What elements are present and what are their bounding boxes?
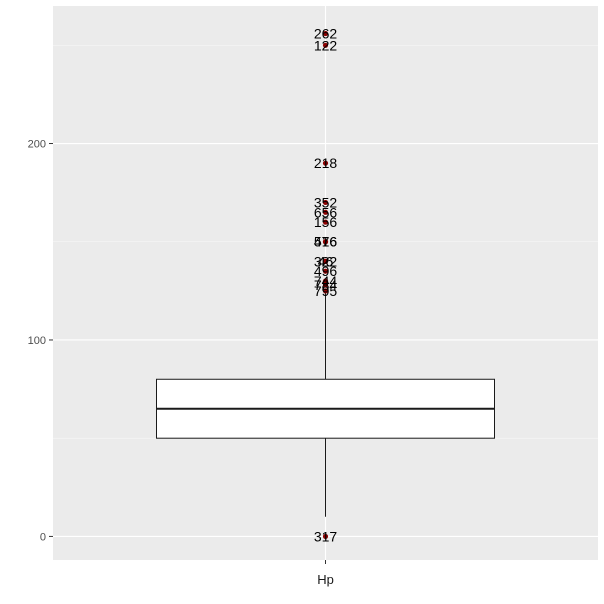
outlier-label: 476 — [314, 234, 338, 250]
outlier-label: 262 — [314, 26, 338, 42]
outlier-point — [322, 533, 329, 540]
outlier-label: 122 — [314, 37, 338, 53]
outlier-label: 218 — [314, 155, 338, 171]
outlier-point — [322, 268, 329, 274]
outlier-label: 516 — [314, 234, 338, 250]
outlier-point — [322, 258, 329, 264]
outlier-point — [322, 219, 329, 225]
outlier-point — [322, 30, 329, 37]
y-tick-label: 0 — [40, 531, 46, 543]
outlier-label: 656 — [314, 204, 338, 220]
outlier-point — [322, 160, 329, 166]
outlier-label: 744 — [314, 273, 338, 289]
outlier-point — [322, 282, 329, 288]
x-category-label: Hp — [317, 572, 334, 587]
outlier-point — [322, 288, 329, 294]
outlier-label: 795 — [314, 283, 338, 299]
y-tick-label: 200 — [28, 139, 46, 151]
outlier-point — [322, 278, 329, 284]
outlier-point — [322, 209, 329, 215]
y-tick-label: 100 — [28, 335, 46, 347]
outlier-label: 322 — [314, 253, 338, 269]
outlier-label: 156 — [314, 214, 338, 230]
outlier-label: 46 — [318, 253, 334, 269]
outlier-point — [322, 239, 329, 245]
outlier-label: 784 — [314, 277, 338, 293]
outlier-label: 317 — [314, 528, 338, 544]
outlier-point — [322, 199, 329, 206]
outlier-point — [322, 42, 329, 48]
outlier-label: 352 — [314, 194, 338, 210]
outlier-label: 496 — [314, 263, 338, 279]
